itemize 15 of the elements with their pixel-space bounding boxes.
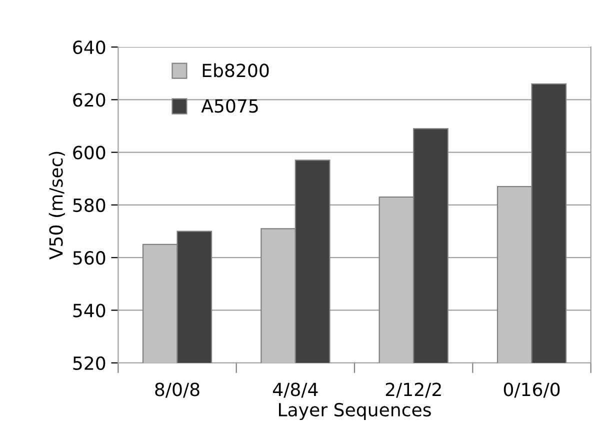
x-tick-label: 4/8/4	[272, 382, 318, 398]
y-tick-label: 600	[73, 146, 106, 160]
x-tick-label: 8/0/8	[155, 382, 200, 398]
legend-label: Eb8200	[202, 63, 269, 78]
y-tick-label: 620	[73, 93, 106, 107]
y-tick-label: 580	[73, 198, 106, 212]
y-tick-label: 540	[73, 304, 106, 318]
y-axis-title: V50 (m/sec)	[48, 152, 65, 260]
legend-label: A5075	[201, 99, 258, 113]
x-axis-title: Layer Sequences	[279, 402, 431, 420]
x-tick-label: 2/12/2	[386, 382, 441, 398]
x-tick-label: 0/16/0	[504, 382, 560, 398]
y-tick-label: 640	[73, 40, 106, 54]
y-tick-label: 520	[73, 356, 106, 370]
y-tick-label: 560	[73, 251, 106, 265]
